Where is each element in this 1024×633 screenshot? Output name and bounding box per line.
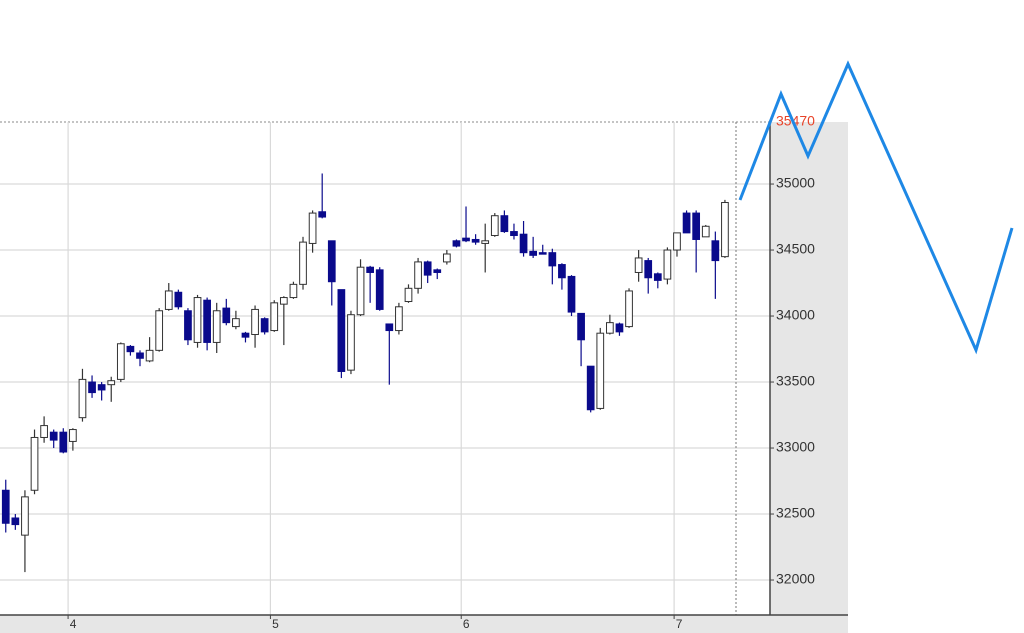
candle-body [490,215,499,237]
x-tick-label: 4 [70,617,77,631]
candle-body [529,250,538,256]
candle-body [596,332,605,409]
candle-body [519,233,528,254]
candle-body [299,241,307,285]
candle-body [136,352,144,359]
candle-body [701,225,710,238]
candle-body [395,306,403,332]
y-tick-label: 33000 [776,439,815,455]
y-tick-label: 32500 [776,505,815,521]
candle-body [337,289,346,372]
candle-body [462,237,470,242]
candle-body [126,345,135,353]
candle-body [308,212,317,244]
candle-body [97,384,106,391]
candle-body [558,264,566,279]
candles [1,173,729,573]
candle-body [78,378,87,419]
y-tick-label: 35000 [776,175,815,191]
axis-labels: 32000 32500 33000 33500 34000 34500 35000 4 5 6 7 [67,175,815,631]
candle-body [203,299,211,343]
candle-body [471,238,480,243]
y-tick-label: 32000 [776,571,815,587]
candle-body [241,332,250,338]
candle-body [260,318,269,333]
candle-body [155,310,164,351]
candle-body [184,310,192,341]
candle-body [59,431,68,453]
candle-body [145,349,154,362]
candle-body [606,322,614,334]
candle-body [586,365,595,411]
candle-body [500,215,509,233]
candle-body [663,249,672,280]
candle-body [433,269,442,273]
candle-body [318,211,327,218]
drawn-annotation-line [738,60,1014,355]
candle-body [644,260,653,279]
candle-body [270,302,279,332]
candle-body [116,343,125,380]
candle-body [548,252,557,267]
candle-body [164,290,173,310]
price-axis-panel [770,122,848,615]
candle-body [279,297,288,305]
candle-body [251,308,259,336]
grid [0,122,770,615]
candle-body [222,307,231,324]
candle-body [356,266,365,316]
candle-body [174,291,183,308]
candle-body [634,257,643,273]
candle-body [1,489,10,524]
candle-body [21,496,29,536]
candle-body [577,312,585,341]
candle-body [682,212,691,234]
candle-body [615,323,624,333]
candle-body [347,314,355,371]
candle-body [423,261,432,276]
candle-body [404,287,413,303]
candle-body [107,380,116,386]
candle-body [193,297,202,343]
y-tick-label: 34000 [776,307,815,323]
candle-body [625,290,633,328]
candle-body [232,318,240,328]
candle-body [442,253,451,263]
candle-body [11,517,20,526]
candle-body [88,381,96,394]
candle-body [721,202,729,258]
y-tick-label: 34500 [776,241,815,257]
candle-body [481,240,490,244]
x-tick-label: 6 [463,617,470,631]
candle-body [30,436,39,491]
candle-body [40,425,48,438]
candle-body [289,283,298,299]
candle-body [212,310,221,343]
candle-body [69,429,77,442]
candle-body [653,273,662,281]
candle-body [385,323,394,332]
candle-body [692,212,701,240]
candle-body [375,269,384,310]
time-axis-panel [0,615,848,633]
candle-body [673,232,681,251]
x-tick-label: 5 [272,617,279,631]
y-tick-label: 33500 [776,373,815,389]
candle-body [510,231,518,237]
candle-body [711,240,720,262]
candle-body [452,240,461,247]
candle-body [567,275,576,313]
candle-body [327,240,336,283]
candle-body [538,252,547,255]
candle-body [414,261,422,289]
candle-body [49,431,58,441]
candle-body [366,266,374,273]
x-tick-label: 7 [676,617,683,631]
last-price-label: 35470 [776,113,815,129]
